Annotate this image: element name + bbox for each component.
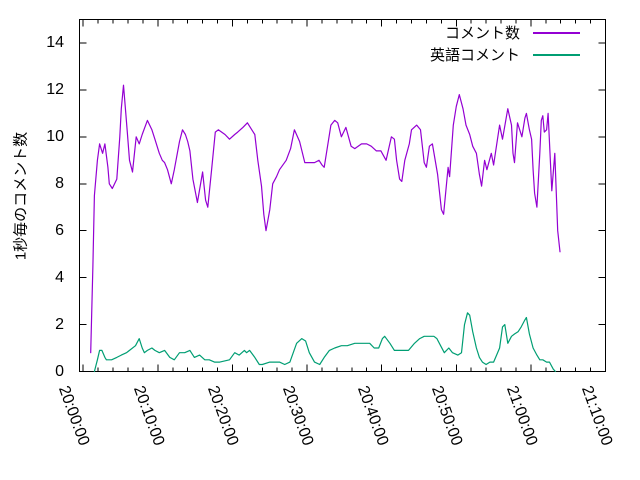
y-tick-label: 14	[46, 33, 64, 51]
y-tick-label: 6	[55, 221, 64, 239]
y-tick-label: 8	[55, 174, 64, 192]
y-tick-label: 4	[55, 268, 64, 286]
legend-label: コメント数	[444, 24, 520, 42]
legend-entry: コメント数	[445, 24, 580, 42]
legend-label: 英語コメント	[429, 46, 520, 64]
y-tick-label: 0	[55, 362, 64, 380]
y-axis-title: 1秒毎のコメント数	[12, 131, 30, 261]
y-tick-label: 10	[46, 127, 64, 145]
plot-border	[79, 19, 606, 372]
legend-line-sample	[533, 54, 580, 56]
series-line-0	[90, 84, 561, 354]
y-tick-label: 12	[46, 80, 64, 98]
series-line-1	[93, 312, 557, 373]
y-tick-label: 2	[55, 315, 64, 333]
legend-entry: 英語コメント	[430, 46, 580, 64]
legend-line-sample	[533, 32, 580, 34]
